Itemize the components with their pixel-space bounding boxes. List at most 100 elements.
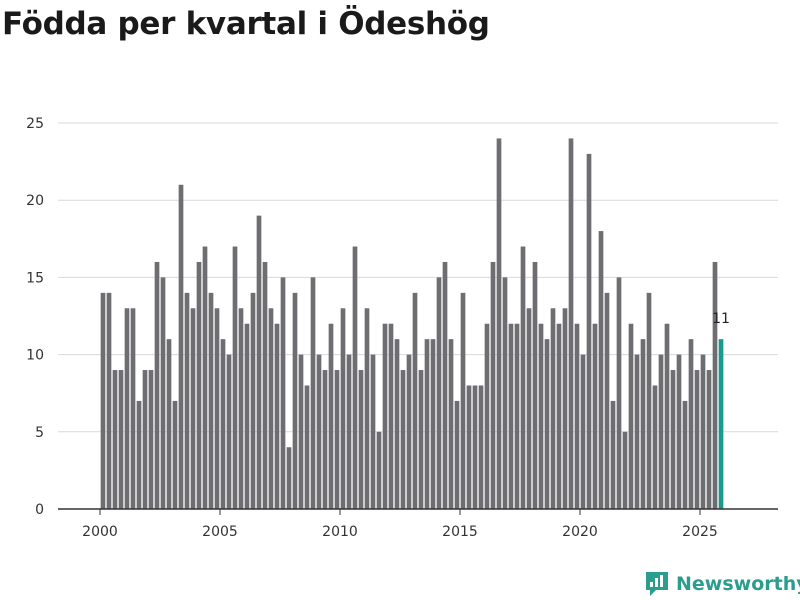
bar <box>400 370 406 509</box>
y-tick-label: 20 <box>26 193 44 209</box>
y-tick-label: 15 <box>26 270 44 286</box>
y-axis-ticks: 0 5 10 15 20 25 <box>26 116 44 518</box>
bar <box>280 277 286 509</box>
bar <box>520 246 526 509</box>
newsworthy-brand[interactable]: Newsworthy <box>644 568 800 600</box>
bar <box>664 323 670 509</box>
bar <box>322 370 328 509</box>
bar <box>358 370 364 509</box>
bar <box>610 400 616 509</box>
bar <box>418 370 424 509</box>
bar <box>472 385 478 509</box>
bar <box>712 261 718 509</box>
bar <box>406 354 412 509</box>
bar <box>616 277 622 509</box>
bar <box>670 370 676 509</box>
bar <box>184 292 190 509</box>
bar <box>118 370 124 509</box>
bar <box>334 370 340 509</box>
bar <box>568 138 574 509</box>
bar-highlight <box>718 339 724 509</box>
bar <box>370 354 376 509</box>
bar <box>442 261 448 509</box>
newsworthy-logo-icon <box>646 572 668 596</box>
bar <box>502 277 508 509</box>
bar <box>526 308 532 509</box>
y-tick-label: 5 <box>35 425 44 441</box>
bar <box>310 277 316 509</box>
bar <box>226 354 232 509</box>
bar <box>172 400 178 509</box>
chart-title: Födda per kvartal i Ödeshög <box>2 6 490 42</box>
bar <box>346 354 352 509</box>
bar <box>160 277 166 509</box>
bar <box>436 277 442 509</box>
bar <box>652 385 658 509</box>
bar <box>514 323 520 509</box>
bar <box>694 370 700 509</box>
y-tick-label: 25 <box>26 116 44 132</box>
y-tick-label: 0 <box>35 502 44 518</box>
bar <box>238 308 244 509</box>
bar <box>466 385 472 509</box>
bar <box>394 339 400 509</box>
bar <box>106 292 112 509</box>
bar <box>262 261 268 509</box>
bar <box>136 400 142 509</box>
bar <box>556 323 562 509</box>
bar <box>382 323 388 509</box>
bar <box>460 292 466 509</box>
bar <box>328 323 334 509</box>
bar <box>532 261 538 509</box>
bar <box>706 370 712 509</box>
gridlines <box>58 122 778 433</box>
bar <box>214 308 220 509</box>
bar <box>274 323 280 509</box>
bar <box>130 308 136 509</box>
bar <box>166 339 172 509</box>
bar <box>196 261 202 509</box>
bar <box>562 308 568 509</box>
bar <box>496 138 502 509</box>
bar <box>544 339 550 509</box>
bar <box>634 354 640 509</box>
bar <box>574 323 580 509</box>
x-axis: 2000 2005 2010 2015 2020 2025 <box>58 508 778 540</box>
x-tick-label: 2010 <box>322 524 358 540</box>
bar <box>304 385 310 509</box>
bar <box>430 339 436 509</box>
bar <box>448 339 454 509</box>
x-tick-label: 2015 <box>442 524 478 540</box>
bar <box>598 231 604 509</box>
bar <box>142 370 148 509</box>
data-label: 11 <box>712 311 730 327</box>
bar <box>424 339 430 509</box>
bar <box>592 323 598 509</box>
bar <box>676 354 682 509</box>
bar <box>682 400 688 509</box>
x-tick-label: 2000 <box>82 524 118 540</box>
bar <box>538 323 544 509</box>
bar <box>700 354 706 509</box>
bar <box>622 431 628 509</box>
brand-name: Newsworthy <box>676 573 800 595</box>
bar <box>550 308 556 509</box>
bar <box>376 431 382 509</box>
bar <box>190 308 196 509</box>
bar <box>484 323 490 509</box>
bar <box>244 323 250 509</box>
bar <box>646 292 652 509</box>
bar <box>250 292 256 509</box>
bar <box>208 292 214 509</box>
bar <box>640 339 646 509</box>
bar <box>232 246 238 509</box>
bar <box>220 339 226 509</box>
bar <box>454 400 460 509</box>
bar <box>298 354 304 509</box>
bar <box>154 261 160 509</box>
bar <box>628 323 634 509</box>
bar <box>364 308 370 509</box>
x-tick-label: 2025 <box>682 524 718 540</box>
bar <box>688 339 694 509</box>
